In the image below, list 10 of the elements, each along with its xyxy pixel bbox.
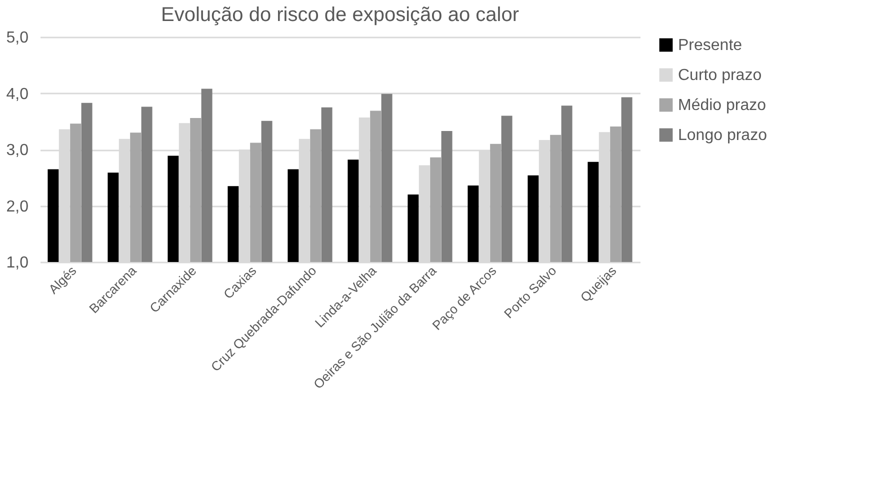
- legend-label: Curto prazo: [678, 67, 762, 84]
- y-tick-label: 1,0: [6, 254, 29, 272]
- chart-title: Evolução do risco de exposição ao calor: [161, 4, 520, 26]
- legend-label: Longo prazo: [678, 127, 768, 144]
- y-tick-label: 3,0: [6, 142, 29, 159]
- y-tick-label: 4,0: [6, 86, 29, 103]
- legend-label: Presente: [678, 37, 742, 54]
- y-tick-label: 2,0: [6, 198, 29, 216]
- legend-label: Médio prazo: [678, 97, 766, 114]
- y-tick-label: 5,0: [6, 30, 29, 46]
